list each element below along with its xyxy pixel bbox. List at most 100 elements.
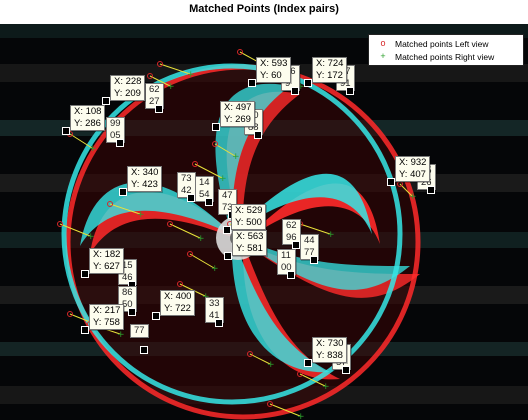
datatip-anchor-marker[interactable] [215,319,223,327]
datatip-anchor-marker[interactable] [62,127,70,135]
datatip-x: 44 [304,235,315,246]
right-view-point: + [327,230,335,240]
right-view-point: + [267,360,275,370]
datatip-anchor-marker[interactable] [152,312,160,320]
datatip-y: 46 [122,272,133,283]
datatip-partially-hidden[interactable]: 62 27 [145,83,164,109]
datatip-anchor-marker[interactable] [342,366,350,374]
match-line [69,133,93,149]
datatip[interactable]: X: 108 Y: 286 [70,105,106,131]
datatip-partially-hidden[interactable]: 11 00 [277,249,296,275]
datatip[interactable]: X: 932 Y: 407 [395,156,431,182]
datatip-x: 14 [199,177,210,188]
datatip-y: 9 [285,78,291,89]
datatip-y: Y: 581 [236,243,263,254]
datatip-partially-hidden[interactable]: 44 77 [300,234,319,260]
datatip-anchor-marker[interactable] [116,139,124,147]
datatip-anchor-marker[interactable] [81,326,89,334]
datatip[interactable]: X: 529 Y: 500 [231,204,267,230]
datatip-x: 15 [122,260,133,271]
datatip-anchor-marker[interactable] [387,178,395,186]
datatip-partially-hidden[interactable]: 62 96 [282,219,301,245]
datatip-x: X: 724 [316,58,344,69]
datatip[interactable]: X: 340 Y: 423 [127,166,163,192]
datatip-partially-hidden[interactable]: 14 54 [195,176,214,202]
datatip-y: 05 [110,130,121,141]
datatip-y: 73 [222,202,233,213]
left-view-point [192,161,198,167]
datatip[interactable]: X: 730 Y: 838 [312,337,348,363]
datatip-x: 77 [134,325,145,336]
datatip-x: 99 [110,118,121,129]
datatip-y: Y: 172 [316,70,343,81]
match-line [149,75,171,87]
datatip-anchor-marker[interactable] [292,241,300,249]
datatip-anchor-marker[interactable] [205,198,213,206]
datatip[interactable]: X: 400 Y: 722 [160,290,196,316]
datatip-anchor-marker[interactable] [346,87,354,95]
left-view-point [237,49,243,55]
datatip-anchor-marker[interactable] [102,97,110,105]
datatip-x: X: 228 [114,76,142,87]
datatip-x: X: 563 [236,231,264,242]
left-view-point [212,141,218,147]
right-view-point: + [187,70,195,80]
right-view-point: + [409,192,417,202]
datatip-x: X: 182 [93,249,121,260]
datatip-anchor-marker[interactable] [224,252,232,260]
datatip-y: Y: 838 [316,350,343,361]
datatip-x: 11 [281,250,291,261]
image-axes[interactable]: ++++++++++++++++++++ o Matched points Le… [0,24,528,420]
legend-left-label: Matched points Left view [395,38,489,49]
datatip-partially-hidden[interactable]: 99 05 [106,117,125,143]
figure-title: Matched Points (Index pairs) [189,3,339,15]
left-view-point [57,221,63,227]
datatip-y: Y: 758 [93,317,120,328]
datatip-anchor-marker[interactable] [128,308,136,316]
datatip-x: X: 593 [260,58,288,69]
datatip-anchor-marker[interactable] [310,256,318,264]
plus-marker-icon: + [380,51,386,61]
legend-right-label: Matched points Right view [395,51,495,62]
datatip-anchor-marker[interactable] [254,131,262,139]
datatip-y: 27 [149,96,160,107]
datatip[interactable]: X: 593 Y: 60 [256,57,292,83]
datatip-x: 47 [222,190,233,201]
datatip-anchor-marker[interactable] [119,188,127,196]
datatip[interactable]: X: 563 Y: 581 [232,230,268,256]
datatip-anchor-marker[interactable] [155,105,163,113]
datatip[interactable]: X: 217 Y: 758 [89,304,125,330]
datatip-anchor-marker[interactable] [427,186,435,194]
datatip-partially-hidden[interactable]: 77 [130,324,149,338]
match-line [159,63,191,75]
datatip-y: Y: 60 [260,70,282,81]
datatip-x: 73 [181,173,192,184]
datatip-y: 42 [181,185,192,196]
datatip-anchor-marker[interactable] [187,194,195,202]
datatip-x: 62 [149,84,160,95]
datatip-anchor-marker[interactable] [291,87,299,95]
datatip-x: X: 108 [74,106,102,117]
match-line [214,143,236,157]
right-view-point: + [87,232,95,242]
datatip-anchor-marker[interactable] [304,359,312,367]
datatip-anchor-marker[interactable] [223,226,231,234]
datatip-anchor-marker[interactable] [287,271,295,279]
datatip-anchor-marker[interactable] [212,123,220,131]
datatip-anchor-marker[interactable] [248,79,256,87]
datatip-y: 91 [340,78,351,89]
right-view-point: + [117,330,125,340]
datatip[interactable]: X: 497 Y: 269 [220,101,256,127]
legend: o Matched points Left view + Matched poi… [368,34,524,66]
datatip[interactable]: X: 228 Y: 209 [110,75,146,101]
datatip-anchor-marker[interactable] [304,79,312,87]
datatip[interactable]: X: 724 Y: 172 [312,57,348,83]
datatip-anchor-marker[interactable] [140,346,148,354]
circle-marker-icon: o [380,38,386,48]
right-view-point: + [197,234,205,244]
datatip-partially-hidden[interactable]: 33 41 [205,297,224,323]
datatip-y: 50 [122,299,133,310]
match-line [299,373,326,387]
datatip[interactable]: X: 182 Y: 627 [89,248,125,274]
datatip-anchor-marker[interactable] [81,270,89,278]
